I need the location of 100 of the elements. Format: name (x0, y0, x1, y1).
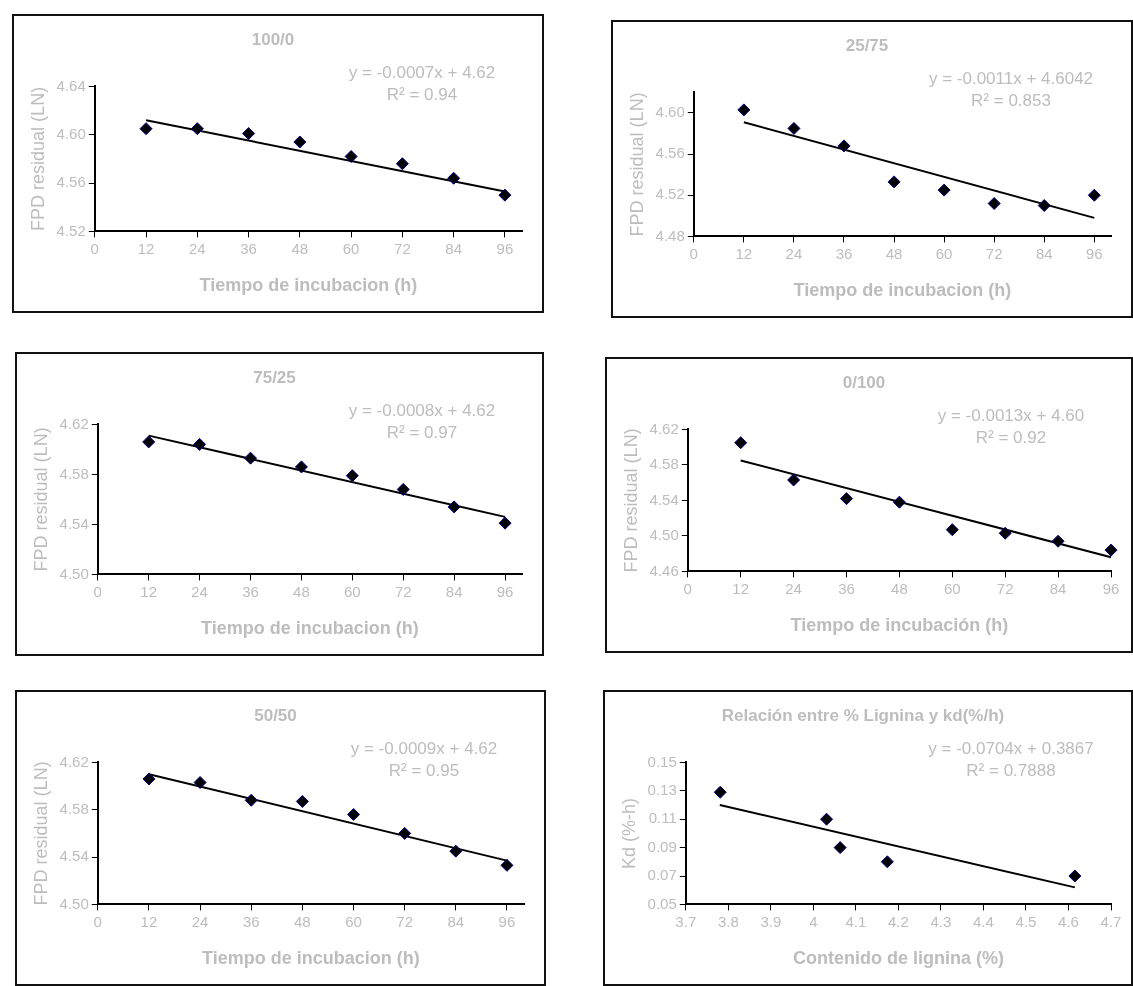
x-tick-label: 24 (188, 239, 206, 257)
point (1051, 534, 1065, 548)
point (840, 492, 853, 506)
y-tick-label: 4.46 (649, 561, 679, 579)
y-tick-label: 0.09 (647, 837, 677, 855)
y-tick-label: 4.54 (59, 514, 89, 532)
x-tick-label: 60 (935, 244, 953, 262)
x-tick-label: 4.3 (930, 912, 952, 930)
point (142, 435, 156, 449)
x-tick-label: 84 (1035, 244, 1053, 262)
x-tick-label: 36 (838, 579, 855, 597)
chart-title: 25/75 (845, 35, 889, 55)
chart-title: 0/100 (842, 372, 886, 392)
point (347, 807, 361, 821)
y-tick-label: 4.56 (655, 144, 685, 162)
y-axis-title: FPD residual (LN) (620, 428, 641, 573)
x-tick-label: 48 (891, 579, 908, 597)
y-axis-title: FPD residual (LN) (30, 427, 51, 572)
y-axis-title: FPD residual (LN) (30, 761, 51, 906)
y-tick-label: 4.54 (649, 490, 679, 508)
x-tick-label: 24 (785, 579, 802, 597)
y-tick-label: 4.58 (59, 799, 89, 817)
point (1104, 543, 1118, 557)
point (294, 460, 308, 474)
x-tick-label: 0 (93, 912, 102, 930)
x-tick-label: 48 (885, 244, 903, 262)
y-tick-label: 4.52 (56, 221, 86, 239)
x-tick-label: 4.6 (1058, 912, 1079, 930)
x-tick-label: 72 (996, 579, 1014, 597)
point (295, 794, 309, 808)
x-tick-label: 60 (345, 912, 362, 930)
point (837, 139, 851, 153)
x-tick-label: 3.7 (675, 912, 697, 930)
point (242, 127, 256, 141)
y-tick-label: 4.62 (649, 419, 679, 437)
point (396, 482, 410, 496)
y-tick-label: 4.64 (56, 76, 86, 94)
x-tick-label: 96 (496, 239, 514, 257)
point (447, 500, 461, 514)
x-axis-title: Tiempo de incubacion (h) (793, 280, 1012, 301)
y-tick-label: 0.07 (647, 866, 677, 884)
text: y = -0.0008x + 4.62 (348, 400, 496, 420)
x-axis-title: Tiempo de incubacion (h) (202, 948, 420, 969)
y-tick-label: 0.15 (647, 752, 677, 770)
point (998, 526, 1012, 540)
x-tick-label: 36 (835, 244, 853, 262)
point (190, 122, 204, 136)
point (345, 469, 359, 483)
point (892, 495, 906, 509)
x-tick-label: 0 (93, 582, 102, 600)
point (193, 437, 207, 451)
point (244, 451, 258, 465)
x-tick-label: 72 (396, 912, 414, 930)
x-tick-label: 12 (140, 582, 158, 600)
y-tick-label: 4.58 (59, 464, 89, 482)
x-tick-label: 0 (90, 239, 99, 257)
x-tick-label: 0 (683, 579, 692, 597)
point (398, 826, 412, 840)
x-tick-label: 72 (985, 244, 1003, 262)
x-tick-label: 84 (1049, 579, 1067, 597)
x-tick-label: 48 (293, 582, 310, 600)
x-tick-label: 3.9 (760, 912, 782, 930)
x-tick-label: 12 (735, 244, 753, 262)
x-tick-label: 48 (291, 239, 309, 257)
point (887, 175, 901, 189)
point (447, 171, 461, 185)
point (833, 841, 847, 855)
annotation: R² = 0.94 (386, 84, 458, 104)
x-tick-label: 84 (447, 912, 465, 930)
chart-title: Relación entre % Lignina y kd(%/h) (721, 705, 1005, 725)
point (787, 473, 801, 487)
annotation: R² = 0.97 (386, 422, 458, 442)
y-tick-label: 4.60 (655, 103, 685, 121)
x-tick-label: 0 (689, 244, 698, 262)
y-tick-label: 4.58 (649, 455, 679, 473)
x-tick-label: 3.8 (717, 912, 739, 930)
point (1087, 188, 1101, 202)
y-tick-label: 0.05 (647, 894, 677, 912)
point (139, 122, 153, 136)
point (449, 844, 463, 858)
point (344, 149, 358, 163)
text: y = -0.0013x + 4.60 (937, 405, 1085, 425)
annotation: R² = 0.7888 (966, 760, 1056, 780)
chart-title: 75/25 (253, 367, 296, 387)
x-tick-label: 96 (496, 582, 514, 600)
y-tick-label: 4.54 (59, 847, 89, 865)
x-tick-label: 84 (445, 582, 463, 600)
y-tick-label: 4.50 (59, 894, 89, 912)
annotation: R² = 0.95 (388, 760, 460, 780)
annotation: R² = 0.853 (971, 90, 1051, 110)
y-tick-label: 4.56 (56, 173, 86, 191)
x-tick-label: 72 (394, 239, 411, 257)
point (395, 157, 409, 171)
point (737, 103, 751, 117)
x-tick-label: 24 (191, 912, 209, 930)
point (987, 196, 1001, 210)
y-tick-label: 4.52 (655, 185, 685, 203)
y-tick-label: 4.60 (56, 124, 86, 142)
point (498, 516, 512, 530)
x-tick-label: 60 (943, 579, 961, 597)
